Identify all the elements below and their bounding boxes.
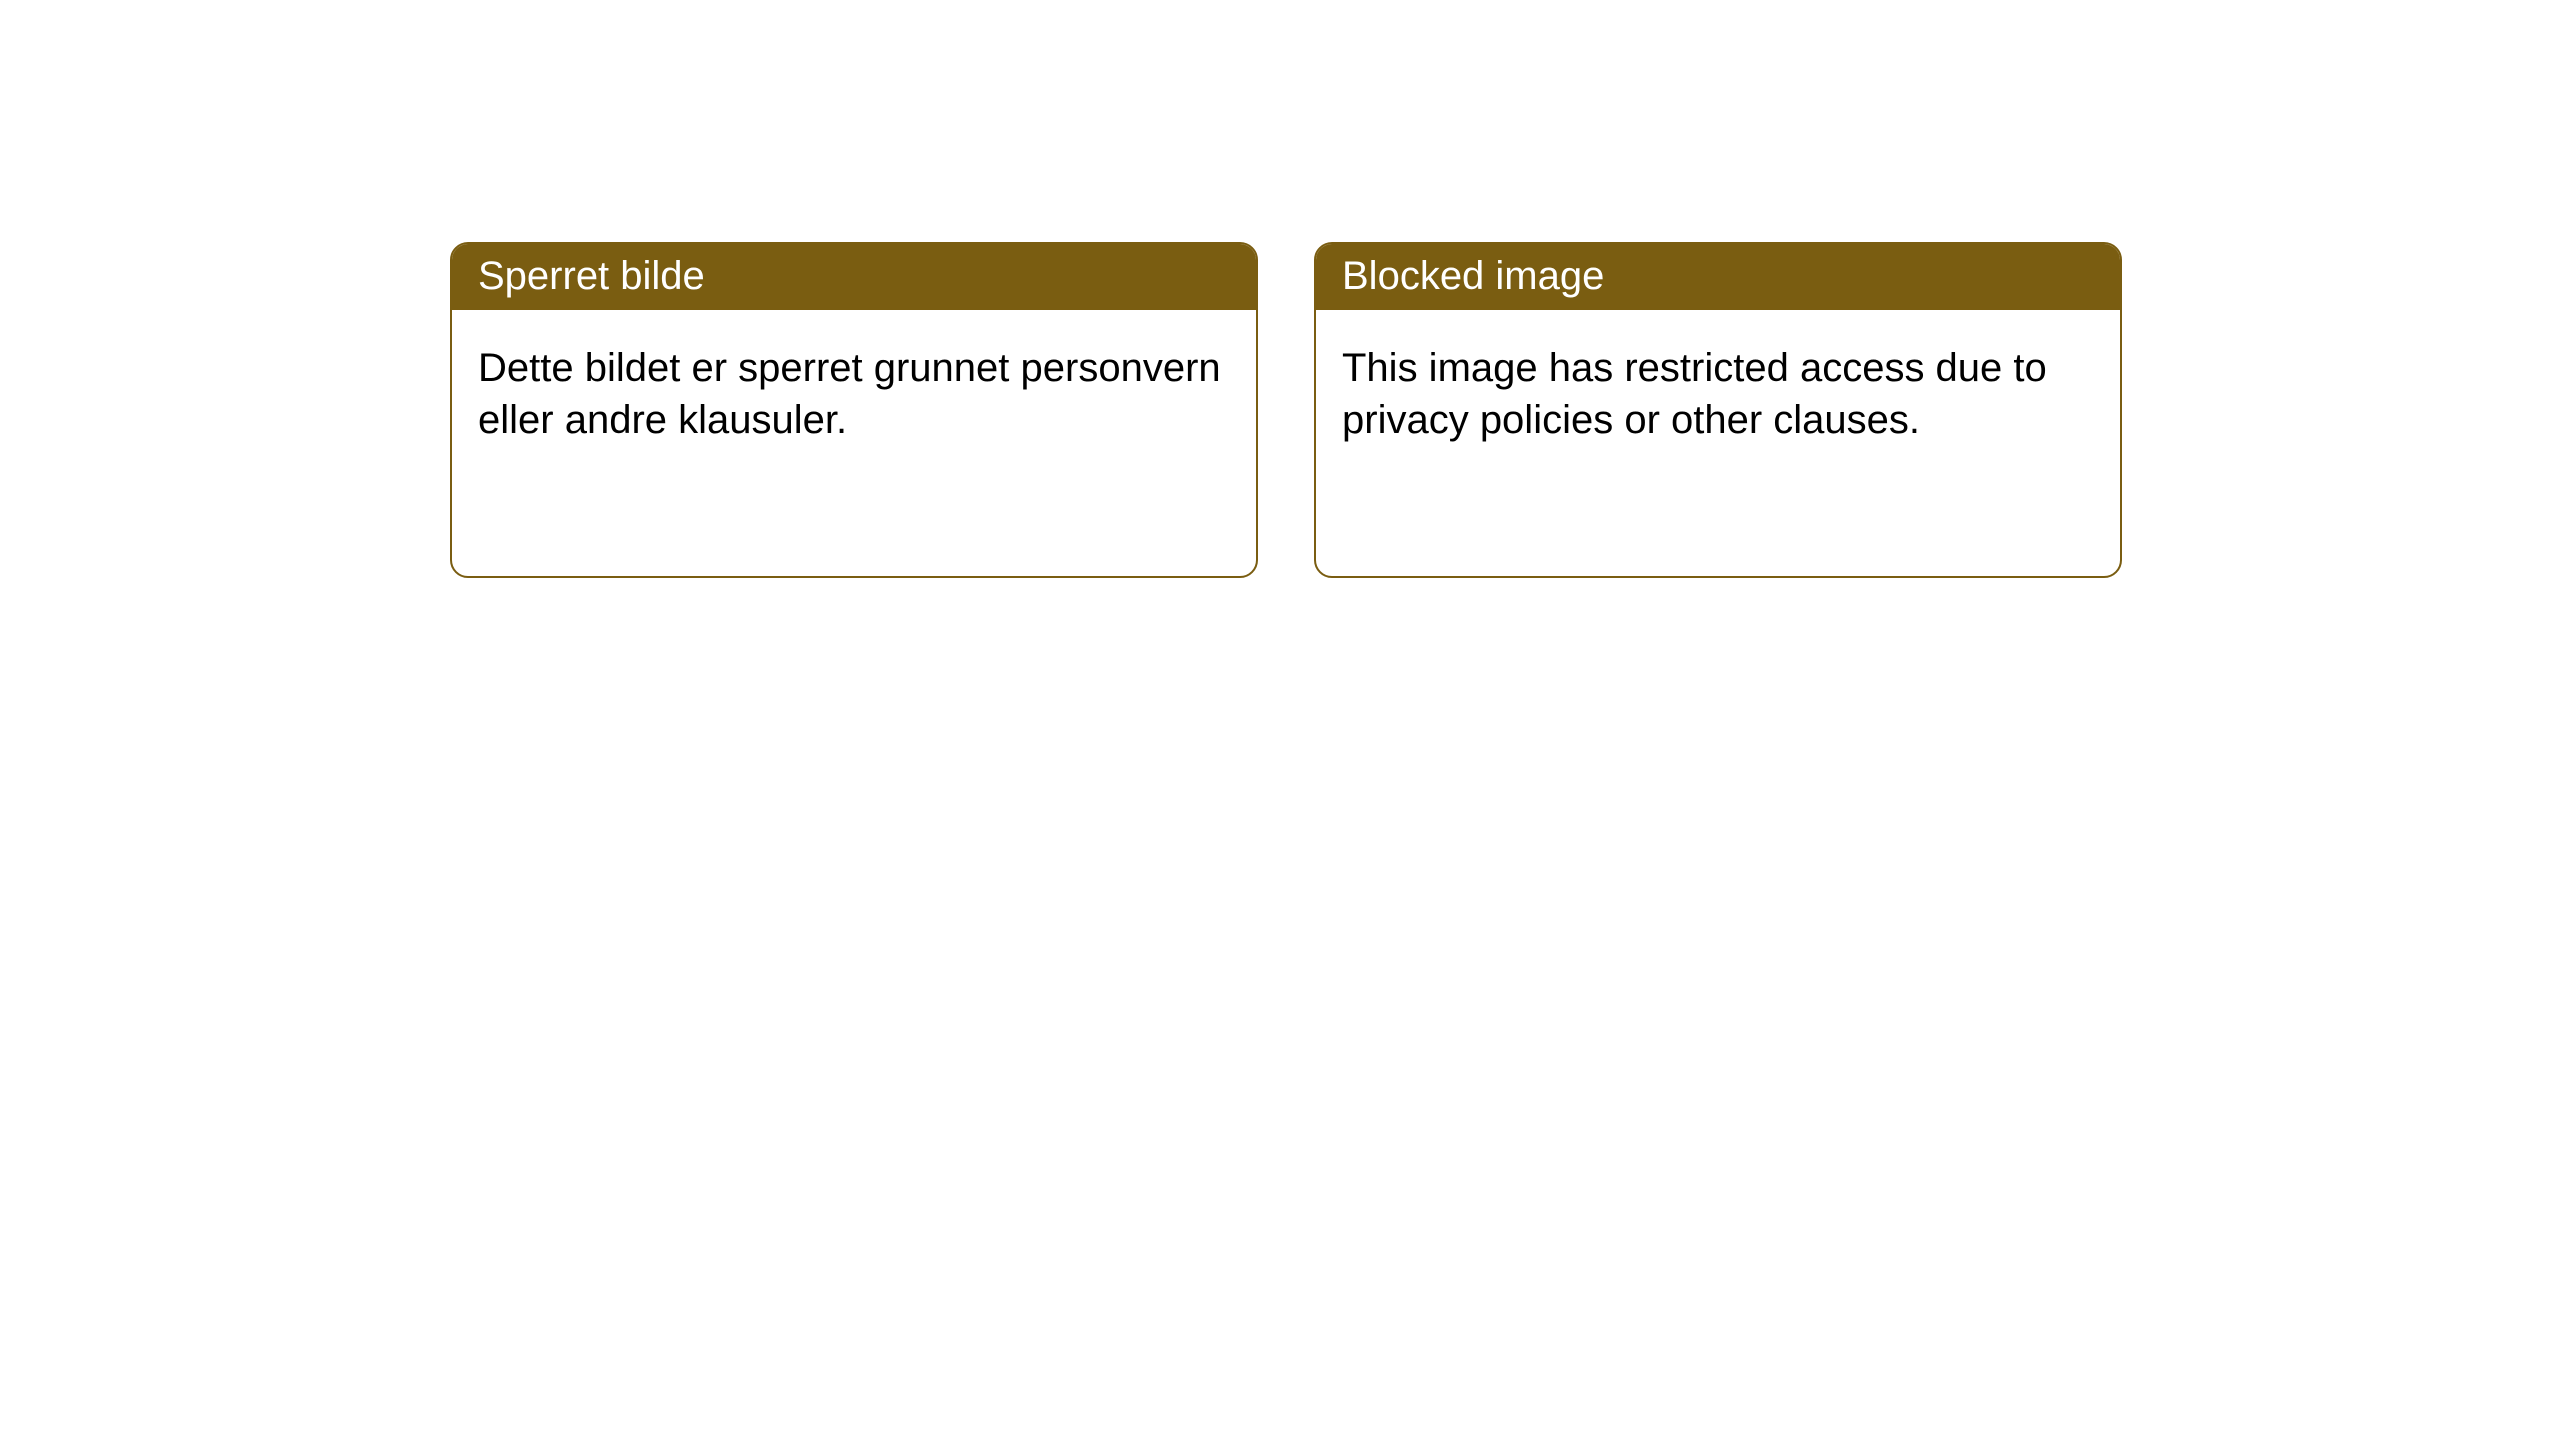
- notice-body: This image has restricted access due to …: [1316, 310, 2120, 478]
- notice-header: Sperret bilde: [452, 244, 1256, 310]
- notice-body: Dette bildet er sperret grunnet personve…: [452, 310, 1256, 478]
- notice-container: Sperret bilde Dette bildet er sperret gr…: [0, 0, 2560, 578]
- notice-header: Blocked image: [1316, 244, 2120, 310]
- notice-card-english: Blocked image This image has restricted …: [1314, 242, 2122, 578]
- notice-card-norwegian: Sperret bilde Dette bildet er sperret gr…: [450, 242, 1258, 578]
